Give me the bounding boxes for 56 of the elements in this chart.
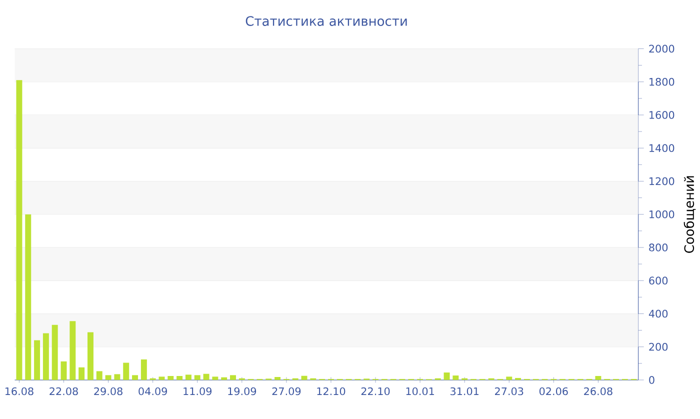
bar [212, 376, 218, 380]
bar [42, 333, 49, 380]
x-tick-label: 22.10 [361, 387, 390, 396]
bar [123, 362, 130, 380]
x-tick-label: 27.09 [272, 387, 301, 396]
x-tick-label: 27.03 [495, 387, 524, 396]
y-tick-label: 1000 [650, 210, 674, 218]
bar [168, 376, 174, 380]
y-tick-label: 400 [648, 310, 668, 318]
bar [185, 374, 192, 380]
bar [87, 332, 94, 380]
bar [221, 377, 228, 380]
bar [78, 367, 85, 380]
bar [444, 372, 450, 380]
bar [96, 371, 102, 380]
bar [132, 375, 138, 380]
x-tick-label: 29.08 [94, 387, 122, 396]
y-tick-label: 1200 [650, 177, 674, 186]
x-tick-label: 04.09 [138, 387, 167, 396]
bar [158, 376, 165, 380]
bar [60, 361, 67, 380]
y-tick-label: 600 [649, 276, 668, 285]
y-tick-label: 1400 [650, 144, 674, 152]
y-tick-label: 1800 [650, 78, 674, 86]
bar [506, 376, 512, 380]
y-tick-label: 2000 [649, 44, 674, 53]
x-tick-label: 02.06 [539, 387, 568, 396]
bar [114, 374, 120, 380]
x-tick-label: 31.01 [450, 387, 478, 396]
bar [25, 214, 32, 380]
y-tick-label: 1600 [650, 111, 674, 119]
bar [203, 374, 210, 380]
bar [230, 375, 236, 380]
bar [176, 376, 183, 380]
x-tick-label: 26.08 [584, 387, 612, 396]
x-tick-label: 16.08 [5, 387, 34, 396]
bar [595, 376, 602, 380]
x-tick-label: 11.09 [184, 387, 212, 396]
y-tick-label: 800 [649, 244, 668, 252]
y-tick-label: 0 [649, 376, 654, 384]
bar [52, 324, 58, 380]
y-axis-title: Сообщений [684, 176, 696, 253]
bar [16, 80, 22, 380]
x-tick-label: 12.10 [317, 387, 346, 396]
x-tick-label: 10.01 [406, 387, 434, 396]
bar [194, 375, 200, 380]
bar [274, 377, 281, 380]
bar [140, 359, 147, 380]
chart-title: Статистика активности [246, 16, 407, 26]
y-tick-label: 200 [649, 342, 668, 351]
bar [34, 340, 40, 380]
x-tick-label: 22.08 [50, 387, 78, 396]
bar [452, 376, 459, 380]
bar [70, 321, 76, 380]
x-tick-label: 19.09 [228, 387, 256, 396]
bar [105, 375, 112, 380]
